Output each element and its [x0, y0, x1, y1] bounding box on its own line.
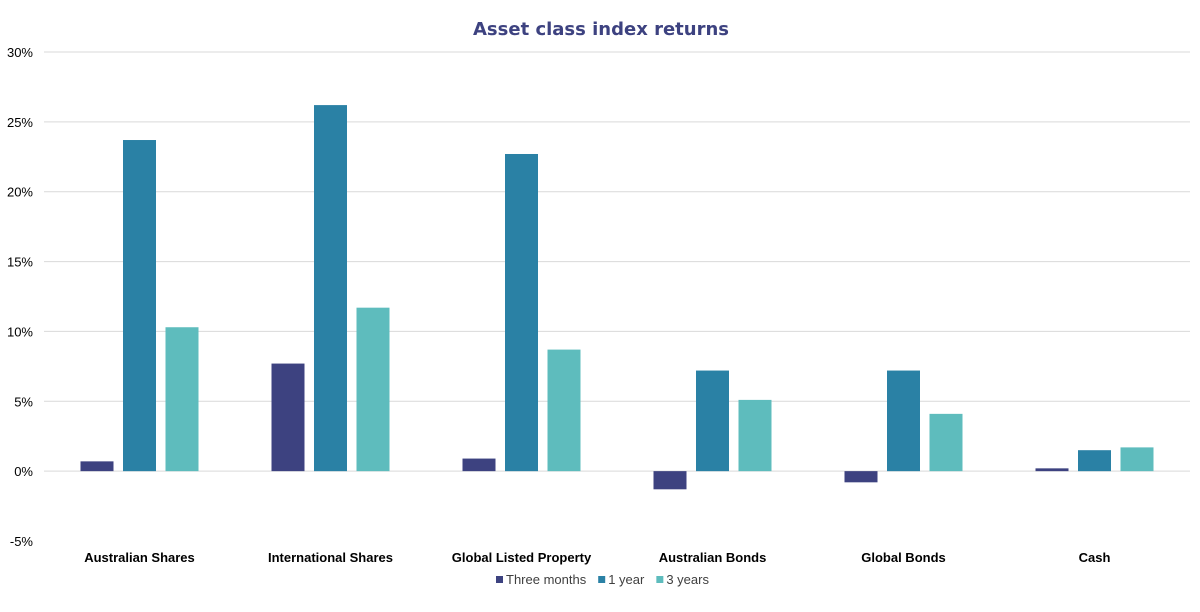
y-tick-label: 25%	[7, 115, 33, 130]
bar	[547, 349, 581, 472]
y-tick-label: 20%	[7, 185, 33, 200]
x-tick-label: Australian Shares	[84, 550, 195, 565]
y-tick-label: 0%	[14, 464, 33, 479]
gridlines	[44, 51, 1190, 472]
chart-title: Asset class index returns	[473, 19, 729, 40]
legend: Three months 1 year 3 years	[496, 572, 709, 587]
legend-swatch	[496, 576, 503, 583]
x-tick-label: Australian Bonds	[659, 550, 767, 565]
bar	[738, 399, 772, 472]
x-tick-label: Global Listed Property	[452, 550, 592, 565]
bar	[356, 307, 390, 472]
y-tick-label: -5%	[10, 534, 34, 549]
legend-label: Three months	[506, 572, 587, 587]
x-axis: Australian Shares International Shares Glo…	[84, 550, 1110, 565]
legend-label: 3 years	[666, 572, 709, 587]
legend-label: 1 year	[608, 572, 645, 587]
bars	[80, 105, 1154, 490]
legend-swatch	[598, 576, 606, 583]
x-tick-label: Global Bonds	[861, 550, 946, 565]
x-tick-label: International Shares	[268, 550, 393, 565]
bar	[123, 140, 156, 472]
legend-swatch	[656, 576, 664, 583]
bar	[271, 363, 305, 472]
bar	[844, 471, 878, 483]
bar	[1120, 447, 1154, 472]
y-tick-label: 10%	[7, 324, 33, 339]
bar	[887, 370, 920, 472]
bar	[165, 327, 199, 472]
bar	[314, 105, 347, 472]
bar	[1078, 450, 1111, 472]
y-tick-label: 15%	[7, 255, 33, 270]
bar	[929, 413, 963, 472]
y-axis: 30% 25% 20% 15% 10% 5% 0% -5%	[7, 45, 33, 549]
x-tick-label: Cash	[1079, 550, 1111, 565]
bar	[505, 153, 538, 472]
bar	[462, 458, 496, 472]
bar	[1035, 468, 1069, 472]
y-tick-label: 30%	[7, 45, 33, 60]
bar	[80, 461, 114, 472]
bar	[653, 471, 687, 490]
y-tick-label: 5%	[14, 394, 33, 409]
bar	[696, 370, 729, 472]
